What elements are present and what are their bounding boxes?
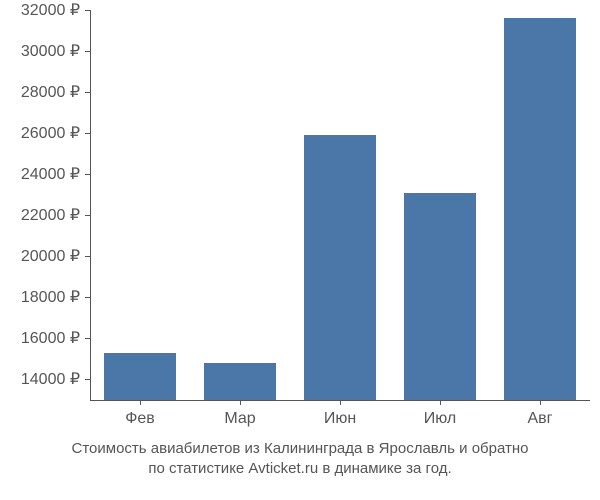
y-tick-label: 18000 ₽: [21, 287, 80, 307]
y-tick-label: 30000 ₽: [21, 41, 80, 61]
x-tick-mark: [440, 400, 441, 405]
y-tick-label: 28000 ₽: [21, 82, 80, 102]
y-tick-mark: [85, 215, 90, 216]
y-tick-label: 14000 ₽: [21, 369, 80, 389]
plot-area: [90, 10, 590, 400]
y-tick-mark: [85, 256, 90, 257]
y-tick-mark: [85, 379, 90, 380]
y-tick-label: 16000 ₽: [21, 328, 80, 348]
y-tick-label: 32000 ₽: [21, 0, 80, 20]
y-tick-mark: [85, 338, 90, 339]
caption-line-1: Стоимость авиабилетов из Калининграда в …: [0, 440, 600, 457]
y-tick-mark: [85, 10, 90, 11]
y-tick-mark: [85, 174, 90, 175]
bar: [504, 18, 576, 400]
x-tick-mark: [240, 400, 241, 405]
y-tick-label: 24000 ₽: [21, 164, 80, 184]
y-tick-mark: [85, 51, 90, 52]
y-tick-label: 26000 ₽: [21, 123, 80, 143]
bar: [104, 353, 176, 400]
x-tick-label: Фев: [125, 410, 155, 428]
x-tick-label: Авг: [527, 410, 552, 428]
x-tick-label: Мар: [224, 410, 255, 428]
caption-line-2: по статистике Avticket.ru в динамике за …: [0, 460, 600, 477]
x-tick-mark: [140, 400, 141, 405]
bar: [404, 193, 476, 400]
x-tick-label: Июн: [324, 410, 356, 428]
y-tick-mark: [85, 133, 90, 134]
x-axis: Фев Мар Июн Июл Авг: [90, 405, 590, 435]
x-tick-mark: [540, 400, 541, 405]
y-tick-mark: [85, 92, 90, 93]
y-tick-mark: [85, 297, 90, 298]
y-tick-label: 20000 ₽: [21, 246, 80, 266]
chart-container: 14000 ₽ 16000 ₽ 18000 ₽ 20000 ₽ 22000 ₽ 24000…: [0, 0, 600, 500]
y-tick-label: 22000 ₽: [21, 205, 80, 225]
bar: [304, 135, 376, 400]
x-tick-mark: [340, 400, 341, 405]
x-tick-label: Июл: [424, 410, 456, 428]
y-axis: 14000 ₽ 16000 ₽ 18000 ₽ 20000 ₽ 22000 ₽ 24000…: [0, 10, 85, 400]
bar: [204, 363, 276, 400]
